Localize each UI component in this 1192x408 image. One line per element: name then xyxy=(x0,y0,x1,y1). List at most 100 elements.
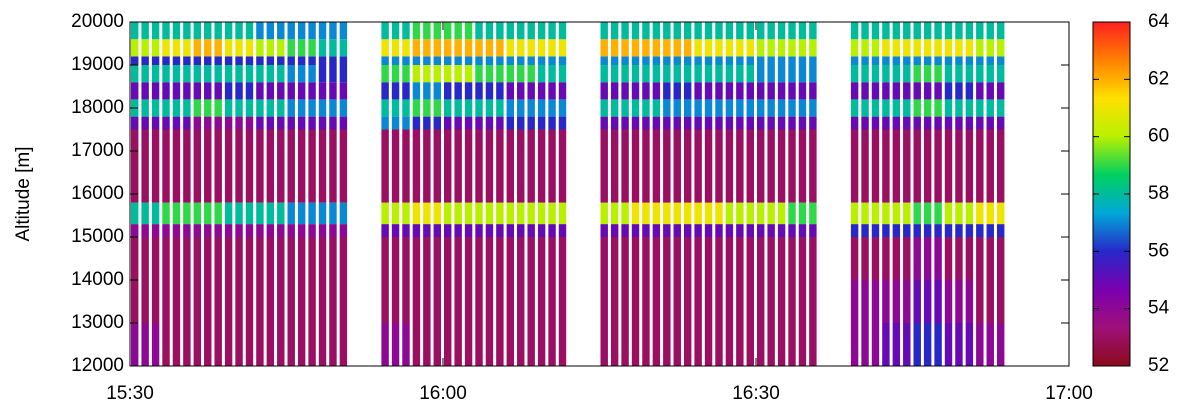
heat-cell xyxy=(277,116,285,130)
heat-cell xyxy=(475,202,483,225)
heat-cell xyxy=(402,82,410,100)
heat-cell xyxy=(600,65,608,83)
heat-cell xyxy=(287,280,295,323)
heat-cell xyxy=(663,39,671,57)
heat-cell xyxy=(517,56,525,65)
heat-cell xyxy=(485,65,494,83)
heat-cell xyxy=(318,65,327,83)
heat-cell xyxy=(537,22,546,40)
heat-cell xyxy=(715,129,723,203)
heat-cell xyxy=(944,22,953,40)
heat-cell xyxy=(944,224,953,237)
heat-cell xyxy=(423,65,431,83)
heat-cell xyxy=(162,129,170,203)
heat-cell xyxy=(903,237,911,280)
heat-cell xyxy=(955,129,963,203)
heat-cell xyxy=(193,202,202,225)
heat-cell xyxy=(464,22,473,40)
heat-cell xyxy=(496,65,504,83)
heat-cell xyxy=(172,202,181,225)
heat-cell xyxy=(266,224,275,237)
heat-cell xyxy=(934,82,942,100)
heat-cell xyxy=(412,65,421,83)
heat-cell xyxy=(788,116,796,130)
heat-cell xyxy=(683,99,692,117)
heat-cell xyxy=(162,82,170,100)
heat-cell xyxy=(861,323,869,366)
heat-cell xyxy=(809,99,817,117)
heat-cell xyxy=(934,99,942,117)
heat-cell xyxy=(391,280,400,323)
heat-cell xyxy=(725,129,734,203)
heat-cell xyxy=(913,99,921,117)
heat-cell xyxy=(277,224,285,237)
heat-cell xyxy=(850,280,859,323)
heat-cell xyxy=(506,56,515,65)
heat-cell xyxy=(537,65,546,83)
heat-cell xyxy=(736,116,744,130)
heat-cell xyxy=(934,65,942,83)
heat-cell xyxy=(256,22,264,40)
heat-cell xyxy=(913,202,921,225)
heat-cell xyxy=(663,65,671,83)
heat-cell xyxy=(172,65,181,83)
heat-cell xyxy=(788,39,796,57)
heat-cell xyxy=(496,39,504,57)
heat-cell xyxy=(464,65,473,83)
heat-cell xyxy=(256,280,264,323)
heat-cell xyxy=(996,224,1005,237)
heat-cell xyxy=(151,224,160,237)
heat-cell xyxy=(527,56,535,65)
heat-cell xyxy=(725,22,734,40)
heat-cell xyxy=(277,323,285,366)
heat-cell xyxy=(746,82,754,100)
heat-cell xyxy=(339,82,348,100)
heat-cell xyxy=(642,99,650,117)
heat-cell xyxy=(454,82,462,100)
heat-cell xyxy=(882,237,890,280)
heat-cell xyxy=(558,99,567,117)
heat-cell xyxy=(746,237,754,280)
heat-cell xyxy=(631,56,640,65)
heat-cell xyxy=(704,202,713,225)
heat-cell xyxy=(694,99,702,117)
heat-cell xyxy=(496,82,504,100)
heat-cell xyxy=(892,280,901,323)
heat-cell xyxy=(767,129,775,203)
heat-cell xyxy=(402,129,410,203)
heat-cell xyxy=(162,323,170,366)
heat-cell xyxy=(193,129,202,203)
heat-cell xyxy=(548,129,556,203)
heat-cell xyxy=(694,224,702,237)
heat-cell xyxy=(600,323,608,366)
heat-cell xyxy=(193,99,202,117)
heat-cell xyxy=(287,99,295,117)
heat-cell xyxy=(433,56,441,65)
heat-cell xyxy=(923,237,932,280)
heat-cell xyxy=(913,224,921,237)
heat-cell xyxy=(381,116,389,130)
heat-cell xyxy=(496,116,504,130)
heat-cell xyxy=(454,224,462,237)
heat-cell xyxy=(996,65,1005,83)
heat-cell xyxy=(944,280,953,323)
heat-cell xyxy=(235,22,243,40)
heat-cell xyxy=(621,82,629,100)
heat-cell xyxy=(266,237,275,280)
heat-cell xyxy=(798,82,807,100)
heat-cell xyxy=(517,99,525,117)
heat-cell xyxy=(788,82,796,100)
heat-cell xyxy=(663,99,671,117)
heat-cell xyxy=(297,116,306,130)
heat-cell xyxy=(652,116,661,130)
heat-cell xyxy=(767,237,775,280)
heat-cell xyxy=(464,82,473,100)
heat-cell xyxy=(329,99,337,117)
heat-cell xyxy=(934,56,942,65)
heat-cell xyxy=(454,116,462,130)
heat-cell xyxy=(788,224,796,237)
heat-cell xyxy=(777,39,786,57)
heat-cell xyxy=(537,280,546,323)
heat-cell xyxy=(464,280,473,323)
heat-cell xyxy=(527,129,535,203)
